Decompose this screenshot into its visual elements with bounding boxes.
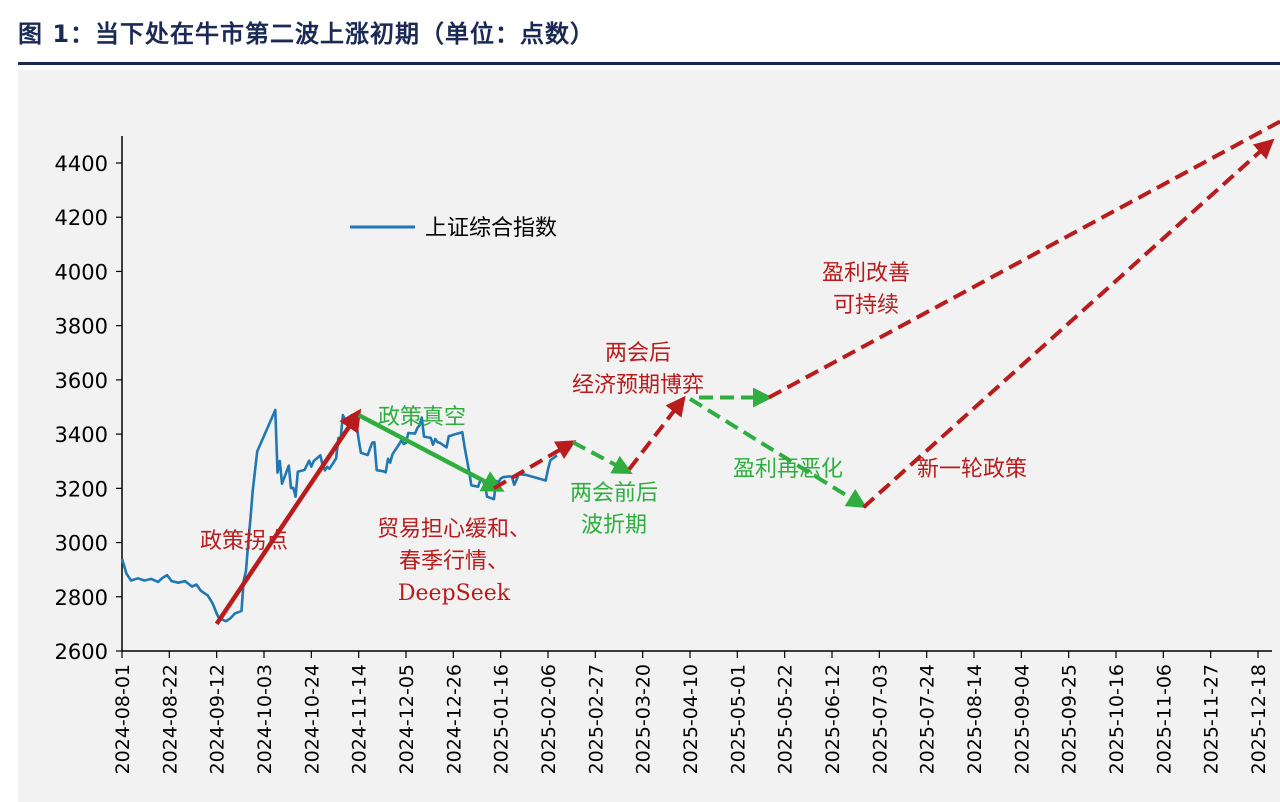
annotation-label: 经济预期博弈: [572, 373, 704, 398]
chart-panel: [18, 70, 1280, 802]
y-tick-label: 3200: [55, 477, 108, 501]
annotation-label: 两会后: [605, 341, 671, 366]
x-tick-label: 2025-06-12: [822, 664, 844, 774]
x-tick-label: 2025-11-06: [1153, 664, 1175, 774]
annotation-label: 盈利改善: [822, 261, 910, 286]
x-tick-label: 2024-08-01: [112, 664, 134, 774]
x-tick-label: 2025-09-25: [1059, 664, 1081, 774]
x-tick-label: 2024-12-05: [396, 664, 418, 774]
annotation-label: 春季行情、: [399, 549, 509, 574]
x-tick-label: 2024-09-12: [207, 664, 229, 774]
annotation-label: 两会前后: [570, 481, 658, 506]
x-tick-label: 2024-11-14: [349, 664, 371, 774]
annotation-label: 盈利再恶化: [733, 457, 843, 482]
annotation-label: 贸易担心缓和、: [377, 517, 531, 542]
x-tick-label: 2025-12-18: [1248, 664, 1270, 774]
x-tick-label: 2025-10-16: [1106, 664, 1128, 774]
x-tick-label: 2024-10-03: [254, 664, 276, 774]
y-tick-label: 4200: [55, 206, 108, 230]
rise-arrow-3: [492, 440, 577, 491]
x-tick-label: 2025-07-24: [917, 664, 939, 774]
fall-arrow-2: [357, 413, 505, 492]
x-tick-label: 2025-02-06: [538, 664, 560, 774]
x-tick-label: 2025-02-27: [585, 664, 607, 774]
annotation-label: 新一轮政策: [917, 457, 1027, 482]
fall-arrow-4: [571, 440, 633, 474]
rise-arrow-1: [214, 408, 362, 626]
annotation-label: 政策拐点: [200, 529, 288, 554]
x-tick-label: 2024-12-26: [443, 664, 465, 774]
x-tick-label: 2025-11-27: [1201, 664, 1223, 774]
y-tick-label: 2600: [55, 640, 108, 664]
annotation-label: DeepSeek: [398, 581, 511, 606]
y-tick-label: 3800: [55, 315, 108, 339]
page-title: 图 1：当下处在牛市第二波上涨初期（单位：点数）: [18, 20, 596, 48]
fall-arrow-8: [688, 397, 867, 509]
x-tick-label: 2025-09-04: [1011, 664, 1033, 774]
x-tick-label: 2025-08-14: [964, 664, 986, 774]
rise-arrow-9: [862, 138, 1275, 509]
y-tick-label: 3400: [55, 423, 108, 447]
annotation-label: 可持续: [833, 293, 899, 318]
x-tick-label: 2025-03-20: [633, 664, 655, 774]
annotation-label: 政策真空: [378, 405, 466, 430]
y-tick-label: 3000: [55, 532, 108, 556]
legend-label: 上证综合指数: [425, 216, 557, 241]
annotation-label: 波折期: [581, 513, 647, 538]
y-tick-label: 2800: [55, 586, 108, 610]
rise-arrow-5: [627, 395, 686, 471]
y-tick-label: 4000: [55, 260, 108, 284]
x-tick-label: 2024-08-22: [159, 664, 181, 774]
rise-arrow-7: [767, 109, 1280, 400]
y-tick-label: 3600: [55, 369, 108, 393]
x-tick-label: 2025-05-22: [775, 664, 797, 774]
x-tick-label: 2025-05-01: [727, 664, 749, 774]
x-tick-label: 2025-07-03: [869, 664, 891, 774]
y-tick-label: 4400: [55, 152, 108, 176]
title-rule: [18, 62, 1280, 65]
x-tick-label: 2025-04-10: [680, 664, 702, 774]
x-tick-label: 2024-10-24: [301, 664, 323, 774]
x-tick-label: 2025-01-16: [491, 664, 513, 774]
